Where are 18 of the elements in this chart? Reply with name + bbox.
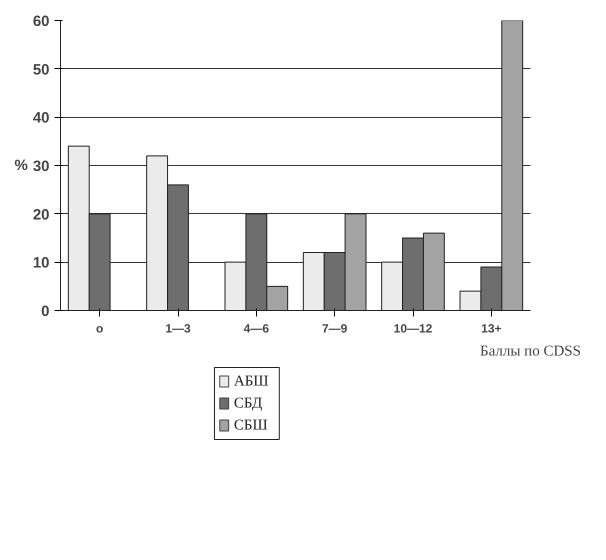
x-tick-label: 7—9 [322, 322, 348, 336]
y-tick-label: 30 [32, 158, 50, 175]
x-tick-label: 10—12 [394, 322, 433, 336]
x-tick-label: 13+ [481, 322, 502, 336]
y-tick-label: 50 [32, 61, 50, 78]
y-tick-label: 0 [41, 303, 50, 320]
y-axis-title: % [14, 157, 28, 174]
legend-label: СБШ [234, 418, 268, 434]
y-tick-label: 10 [32, 254, 50, 272]
x-tick-label: o [96, 322, 104, 336]
x-tick-label: 4—6 [244, 322, 270, 336]
y-tick-label: 20 [32, 206, 50, 224]
y-tick-label: 60 [32, 13, 50, 30]
y-tick-label: 40 [32, 110, 50, 127]
x-tick-label: 1—3 [165, 322, 191, 336]
x-axis-title: Баллы по CDSS [480, 344, 582, 360]
legend-label: СБД [234, 396, 262, 412]
legend-label: АБШ [234, 374, 268, 390]
